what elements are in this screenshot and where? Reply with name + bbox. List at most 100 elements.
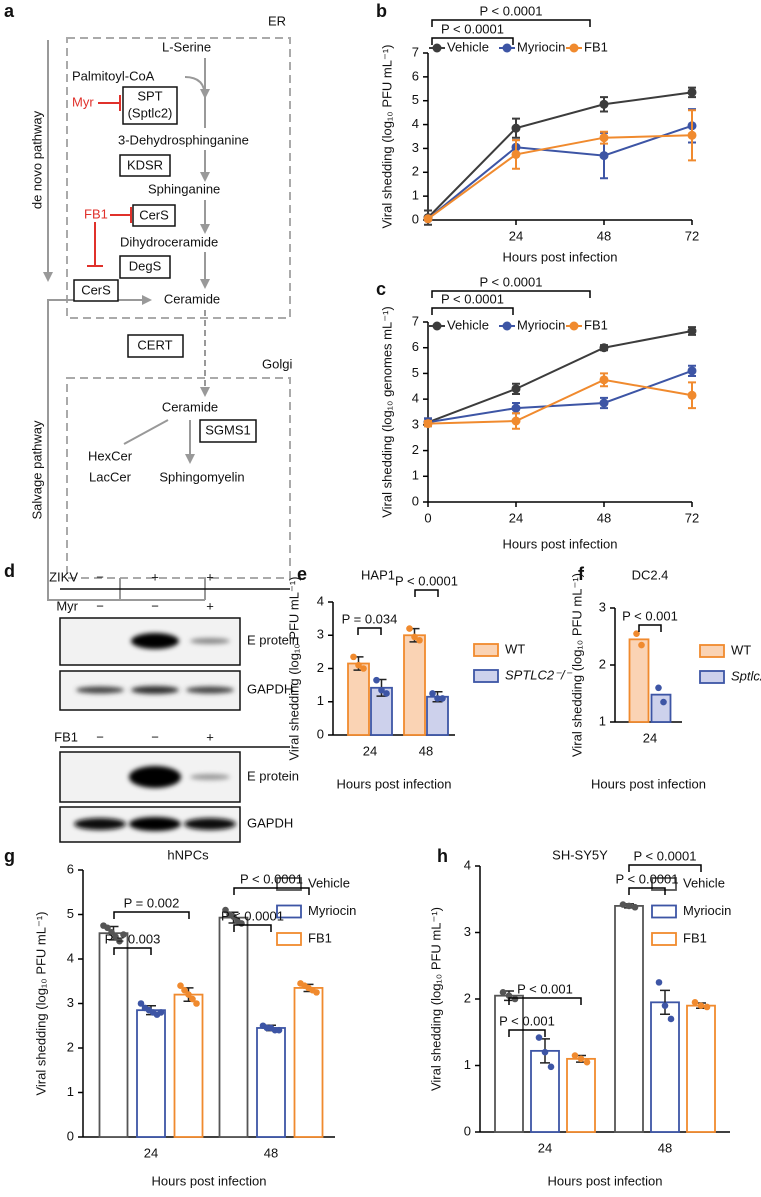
y-tick-label: 5 [67,906,74,921]
y-tick-label: 3 [412,140,419,155]
legend-swatch [473,643,499,657]
data-point [120,931,127,938]
bar [98,932,129,1138]
legend-label: Sptlc2⁻/⁻ [731,668,761,683]
series-line [427,134,693,220]
y-tick-label: 2 [464,990,471,1005]
enzyme: (Sptlc2) [128,105,173,120]
data-point [116,937,123,945]
significance-label: P < 0.0001 [395,573,458,588]
legend-swatch [473,669,499,683]
significance-label: P < 0.0001 [441,21,504,36]
data-point [185,991,192,998]
band [131,633,179,649]
data-point [189,995,196,1003]
bar [403,634,426,736]
significance-bracket [233,887,310,895]
legend-label: FB1 [308,930,332,945]
legend-label: Myriocin [517,39,565,54]
marker [423,419,433,429]
data-point [661,1002,669,1009]
arrow [184,58,205,128]
metabolite: Palmitoyl-CoA [72,68,155,83]
bar [347,662,370,736]
data-point [439,695,446,702]
significance-label: P < 0.0001 [479,3,542,18]
x-tick-label: 24 [509,228,523,243]
significance-bracket [233,924,272,932]
enzyme-box [127,334,184,358]
x-axis-label: Hours post infection [152,1173,267,1188]
data-point [619,901,627,908]
series-line [427,369,693,424]
data-point [112,933,119,941]
marker [687,87,697,97]
significance-bracket [508,997,582,1005]
x-tick-label: 48 [597,510,611,525]
data-point [638,641,645,649]
pathway-diagram: ER Golgi de novo pathway Salvage pathway… [29,13,292,601]
x-tick-label: 48 [658,1140,672,1155]
x-tick-label: 24 [538,1140,552,1155]
y-tick-label: 6 [412,339,419,354]
significance-label: P < 0.001 [499,1013,555,1028]
y-tick-label: 4 [464,857,471,872]
x-tick-label: 72 [685,228,699,243]
significance-bracket [431,37,514,45]
treatment-label: FB1 [54,729,78,744]
x-tick-label: 72 [685,510,699,525]
data-point [222,906,229,914]
data-point [511,995,519,1003]
data-point [625,902,633,910]
data-point [577,1055,585,1063]
legend-label: WT [505,641,525,656]
data-point [416,636,423,644]
data-point [275,1026,283,1034]
pathway-label: Salvage pathway [29,420,44,520]
band [190,638,230,644]
inhibitor: Myr [72,94,94,109]
inhibition [87,207,132,267]
significance-label: P < 0.0001 [633,848,696,863]
marker [511,403,521,413]
y-tick-label: 2 [599,656,606,671]
significance-label: P < 0.0001 [479,274,542,289]
marker [687,390,697,400]
significance-bracket [431,19,591,27]
bar [256,1027,286,1138]
bar [650,1001,680,1133]
y-tick-label: 4 [412,116,419,131]
significance-label: P = 0.034 [342,611,398,626]
panel-label: g [4,846,15,866]
enzyme-box [119,154,171,177]
bar [494,994,524,1133]
treatment-sign: − [96,598,104,613]
data-point [177,982,184,989]
significance-bracket [628,887,666,895]
x-axis-label: Hours post infection [591,776,706,791]
y-tick-label: 3 [464,924,471,939]
data-point [655,684,662,692]
legend-marker [569,321,579,331]
y-axis-label: Viral shedding (log₁₀ PFU mL⁻¹) [286,576,301,760]
legend-marker [432,321,442,331]
data-point [434,695,441,702]
x-tick-label: 24 [509,510,523,525]
series-line [427,378,693,425]
y-tick-label: 0 [464,1123,471,1138]
band [129,766,181,788]
treatment-sign: − [151,598,159,613]
marker [599,375,609,385]
x-axis-label: Hours post infection [503,536,618,551]
legend-swatch [699,670,725,684]
y-tick-label: 6 [67,861,74,876]
data-point [655,979,663,986]
legend-swatch [651,877,677,891]
significance-bracket [508,1029,546,1037]
metabolite: Sphinganine [148,181,220,196]
inhibition [98,95,121,111]
legend-swatch [276,904,302,919]
band [186,686,234,694]
panel-label: h [437,846,448,866]
panel-label: d [4,561,15,581]
